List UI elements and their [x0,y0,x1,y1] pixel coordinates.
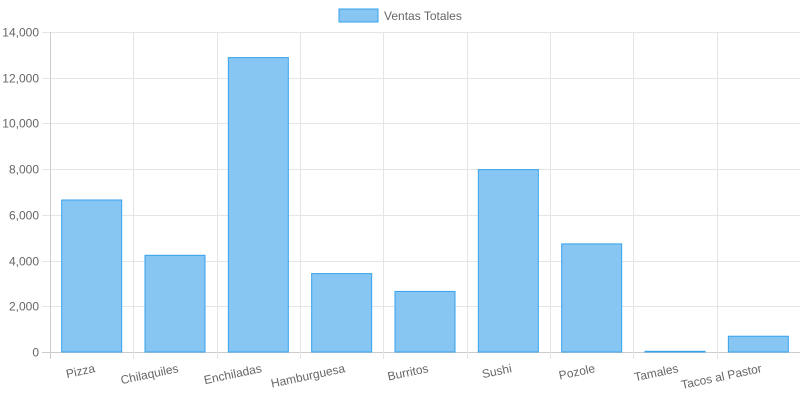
x-tick-labels: Pizza Chilaquiles Enchiladas Hamburguesa Bur… [65,361,763,392]
x-tick-label: Pozole [557,361,596,382]
x-tick-label: Tacos al Pastor [680,361,763,392]
legend-swatch [338,8,379,23]
bar-tamales[interactable] [644,350,706,353]
bar-hamburguesa[interactable] [311,273,373,353]
y-tick-label: 8,000 [9,163,39,177]
bar-enchiladas[interactable] [227,57,289,353]
y-tick-label: 2,000 [9,300,39,314]
y-tick-label: 10,000 [2,117,39,131]
y-tick-labels: 0 2,000 4,000 6,000 8,000 10,000 12,000 14,000 [2,26,39,360]
bar-chilaquiles[interactable] [144,254,206,353]
x-tick-label: Burritos [386,361,429,383]
y-tick-label: 4,000 [9,255,39,269]
bar-burritos[interactable] [394,290,456,353]
bar-pizza[interactable] [61,199,123,353]
x-tick-label: Enchiladas [203,361,263,387]
legend[interactable]: Ventas Totales [338,8,462,23]
bar-tacos-al-pastor[interactable] [727,335,789,353]
x-tick-label: Pizza [65,361,97,381]
y-tick-label: 6,000 [9,209,39,223]
x-tick-label: Sushi [481,361,513,381]
x-tick-label: Chilaquiles [119,361,179,387]
y-tick-label: 14,000 [2,26,39,40]
y-tick-label: 12,000 [2,72,39,86]
x-tick-label: Hamburguesa [270,361,347,390]
bars [61,57,789,353]
bar-sushi[interactable] [477,169,539,353]
x-tick-label: Tamales [633,361,680,384]
legend-label: Ventas Totales [384,9,462,23]
bar-pozole[interactable] [561,243,623,353]
y-tick-label: 0 [32,346,39,360]
